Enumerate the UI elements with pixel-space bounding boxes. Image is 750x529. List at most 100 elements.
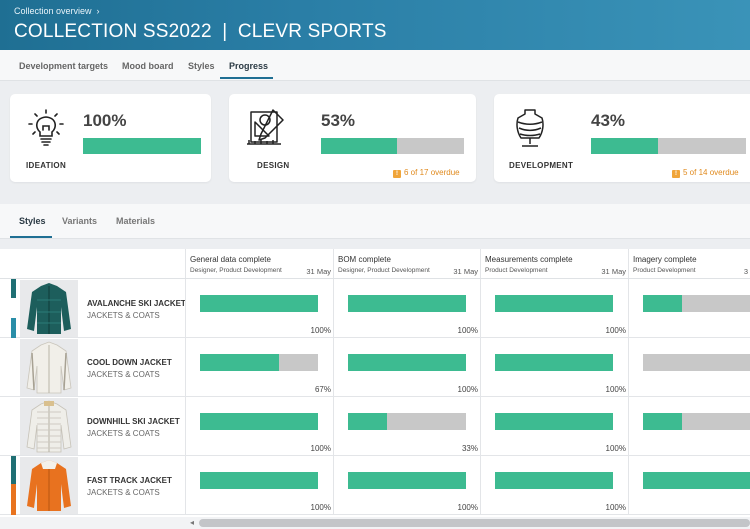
progress-value: 100% xyxy=(605,444,626,453)
progress-cell[interactable]: 100% xyxy=(480,279,628,338)
product-name[interactable]: DOWNHILL SKI JACKET xyxy=(87,417,180,426)
progress-fill xyxy=(200,413,318,430)
progress-value: 100% xyxy=(457,503,478,512)
progress-fill xyxy=(348,354,466,371)
progress-fill xyxy=(643,472,750,489)
progress-bar xyxy=(643,354,750,371)
active-tab-indicator xyxy=(220,77,273,79)
jacket-image xyxy=(27,460,71,511)
development-label: DEVELOPMENT xyxy=(509,161,574,170)
progress-bar xyxy=(643,413,750,430)
progress-value: 100% xyxy=(310,503,331,512)
progress-cell[interactable]: 100% xyxy=(333,456,480,515)
column-name: Measurements complete xyxy=(485,255,573,264)
table-row[interactable]: DOWNHILL SKI JACKET JACKETS & COATS 100%… xyxy=(0,397,750,456)
item-type-tabs: Styles Variants Materials xyxy=(0,204,750,239)
progress-fill xyxy=(200,472,318,489)
breadcrumb-collection-overview[interactable]: Collection overview xyxy=(14,6,92,16)
progress-fill xyxy=(495,413,613,430)
card-development[interactable]: 43% DEVELOPMENT ! 5 of 14 overdue xyxy=(494,94,750,182)
progress-cell[interactable]: 100% xyxy=(185,397,333,456)
column-header-measurements[interactable]: Measurements complete Product Developmen… xyxy=(480,249,628,279)
product-name[interactable]: AVALANCHE SKI JACKET xyxy=(87,299,186,308)
design-overdue[interactable]: ! 6 of 17 overdue xyxy=(393,168,460,178)
horizontal-scrollbar[interactable]: ◂ xyxy=(0,517,750,529)
progress-bar xyxy=(348,295,466,312)
progress-grid: General data complete Designer, Product … xyxy=(0,249,750,517)
column-roles: Designer, Product Development xyxy=(338,267,430,274)
progress-value: 100% xyxy=(457,326,478,335)
product-category: JACKETS & COATS xyxy=(87,311,160,320)
tab-styles[interactable]: Styles xyxy=(188,61,215,71)
scrollbar-thumb[interactable] xyxy=(199,519,750,527)
card-design[interactable]: 53% DESIGN ! 6 of 17 overdue xyxy=(229,94,476,182)
column-header-bom[interactable]: BOM complete Designer, Product Developme… xyxy=(333,249,480,279)
progress-bar xyxy=(348,472,466,489)
product-thumbnail[interactable] xyxy=(20,339,78,396)
title-brand: CLEVR SPORTS xyxy=(237,21,387,42)
column-date: 31 May xyxy=(601,267,626,276)
progress-bar xyxy=(200,354,318,371)
progress-cell[interactable]: 100% xyxy=(480,456,628,515)
subtab-materials[interactable]: Materials xyxy=(116,216,156,226)
progress-cell[interactable]: 100% xyxy=(185,279,333,338)
jacket-image xyxy=(26,400,72,453)
title-separator: | xyxy=(222,21,228,42)
product-thumbnail[interactable] xyxy=(20,398,78,455)
subtab-styles[interactable]: Styles xyxy=(19,216,46,226)
breadcrumb[interactable]: Collection overview › xyxy=(14,6,100,16)
product-thumbnail[interactable] xyxy=(20,457,78,514)
progress-fill xyxy=(348,413,387,430)
warning-icon: ! xyxy=(393,170,401,178)
progress-bar xyxy=(348,354,466,371)
progress-cell[interactable]: 100% xyxy=(185,456,333,515)
progress-fill xyxy=(495,472,613,489)
progress-cell[interactable]: 100% xyxy=(333,338,480,397)
scroll-left-icon[interactable]: ◂ xyxy=(190,518,195,527)
column-roles: Product Development xyxy=(485,267,548,274)
color-strip xyxy=(11,318,16,338)
progress-fill xyxy=(495,354,613,371)
progress-cell[interactable] xyxy=(628,338,750,397)
title-season: SS2022 xyxy=(142,21,212,42)
table-row[interactable]: COOL DOWN JACKET JACKETS & COATS 67% 100… xyxy=(0,338,750,397)
progress-bar xyxy=(643,295,750,312)
progress-cell[interactable] xyxy=(628,279,750,338)
table-row[interactable]: AVALANCHE SKI JACKET JACKETS & COATS 100… xyxy=(0,279,750,338)
column-date: 31 May xyxy=(453,267,478,276)
progress-cell[interactable]: 100% xyxy=(480,338,628,397)
subtab-variants[interactable]: Variants xyxy=(62,216,98,226)
progress-value: 67% xyxy=(314,385,331,394)
card-ideation[interactable]: 100% IDEATION xyxy=(10,94,211,182)
progress-cell[interactable]: 67% xyxy=(185,338,333,397)
design-percent: 53% xyxy=(321,111,356,130)
color-strip xyxy=(11,456,16,484)
table-row[interactable]: FAST TRACK JACKET JACKETS & COATS 100% 1… xyxy=(0,456,750,515)
tab-development-targets[interactable]: Development targets xyxy=(19,61,109,71)
progress-cell[interactable]: 33% xyxy=(333,397,480,456)
lightbulb-icon xyxy=(28,109,64,146)
page-header: Collection overview › COLLECTION SS2022 |… xyxy=(0,0,750,50)
tab-progress[interactable]: Progress xyxy=(229,61,269,71)
jacket-image xyxy=(26,341,72,394)
progress-value: 100% xyxy=(605,503,626,512)
product-thumbnail[interactable] xyxy=(20,280,78,337)
page-title: COLLECTION SS2022 | CLEVR SPORTS xyxy=(14,21,387,43)
progress-cell[interactable]: 100% xyxy=(333,279,480,338)
column-header-general-data[interactable]: General data complete Designer, Product … xyxy=(185,249,333,279)
progress-cell[interactable] xyxy=(628,397,750,456)
product-name[interactable]: FAST TRACK JACKET xyxy=(87,476,172,485)
column-roles: Designer, Product Development xyxy=(190,267,282,274)
phase-cards: 100% IDEATION 53% DESIGN xyxy=(0,81,750,207)
progress-bar xyxy=(200,472,318,489)
tab-mood-board[interactable]: Mood board xyxy=(122,61,174,71)
progress-bar xyxy=(495,295,613,312)
active-subtab-indicator xyxy=(10,236,52,238)
progress-cell[interactable]: 100% xyxy=(480,397,628,456)
column-name: Imagery complete xyxy=(633,255,697,264)
product-name[interactable]: COOL DOWN JACKET xyxy=(87,358,172,367)
column-name: General data complete xyxy=(190,255,271,264)
progress-cell[interactable] xyxy=(628,456,750,515)
development-overdue[interactable]: ! 5 of 14 overdue xyxy=(672,168,739,178)
column-header-imagery[interactable]: Imagery complete Product Development 3 xyxy=(628,249,750,279)
